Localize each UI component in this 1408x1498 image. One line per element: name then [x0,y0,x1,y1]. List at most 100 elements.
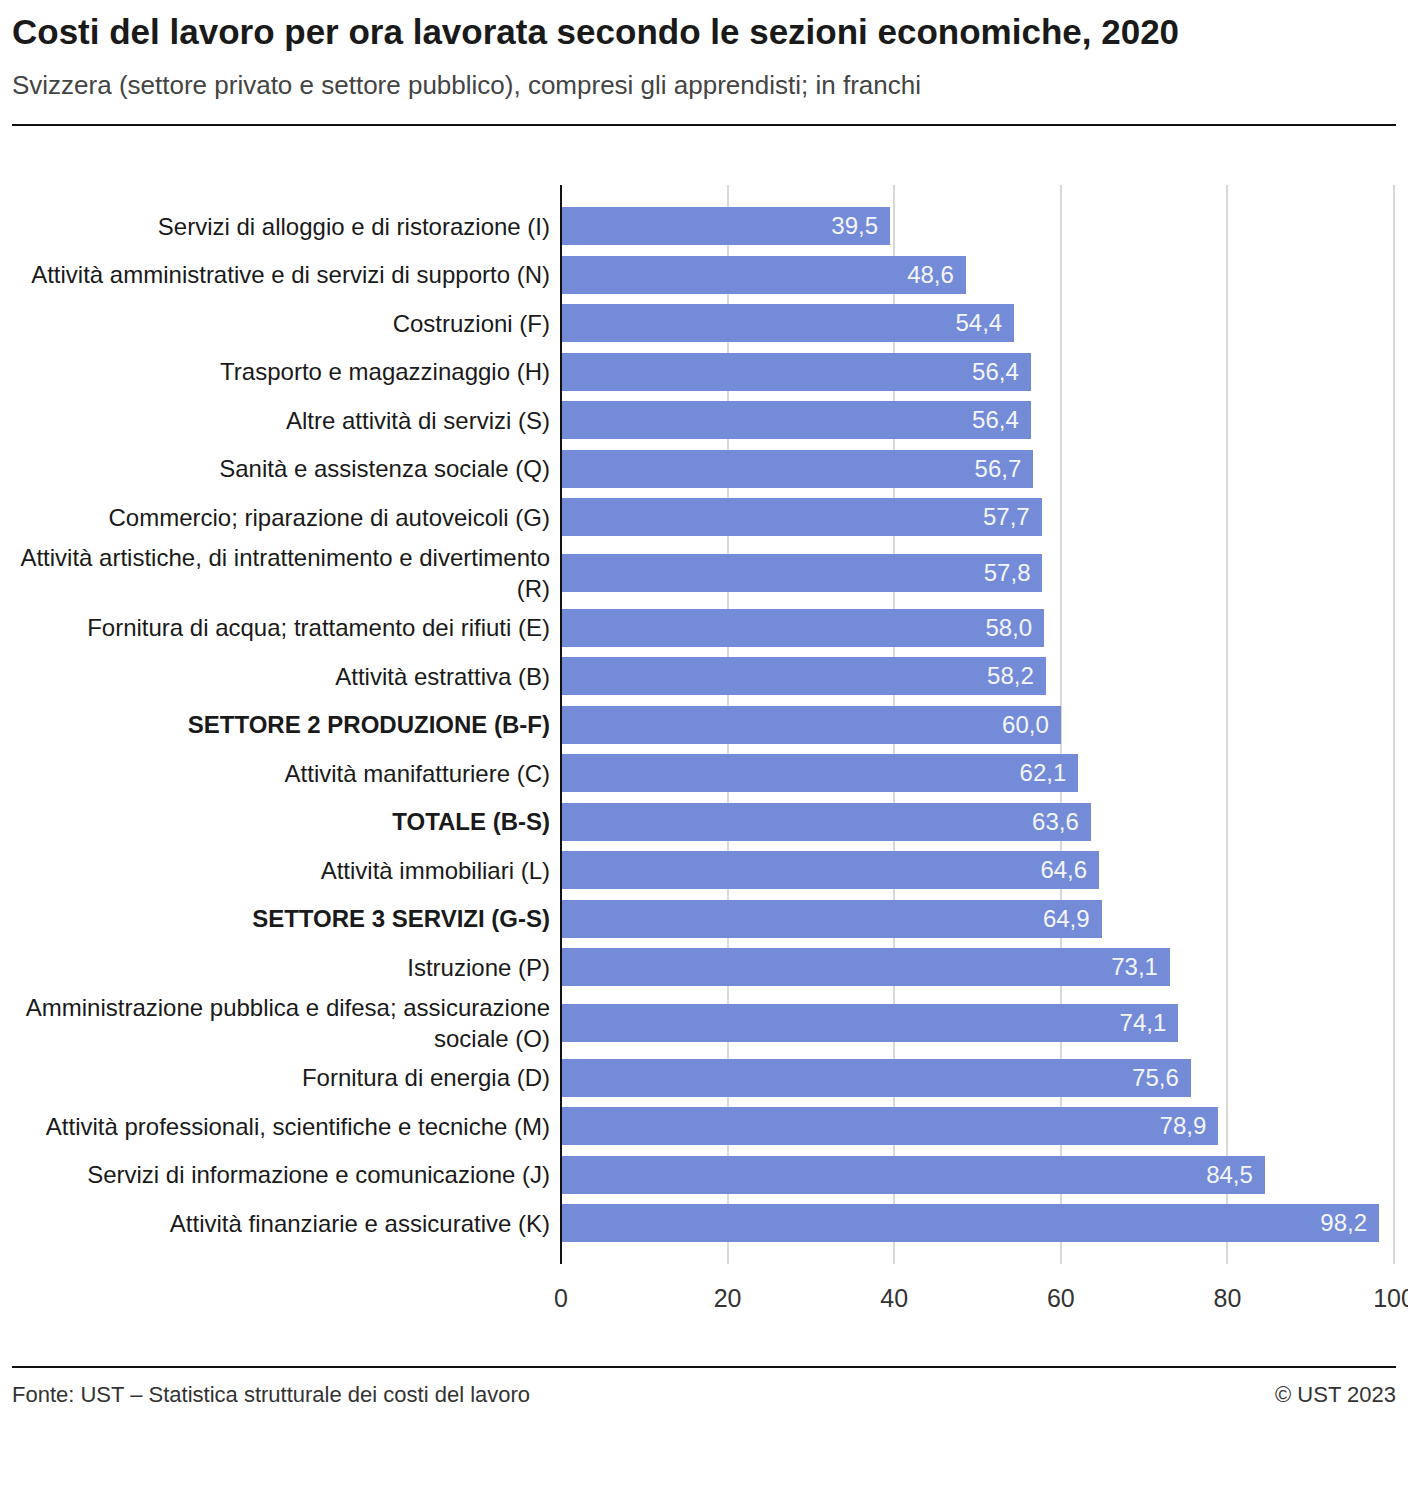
category-label: Attività finanziarie e assicurative (K) [0,1208,561,1239]
data-label: 48,6 [907,260,954,290]
tick-label: 60 [1011,1284,1111,1313]
data-label: 58,2 [987,661,1034,691]
bar [561,304,1014,342]
bar-clip [561,1199,1394,1248]
bar [561,1204,1379,1242]
data-label: 54,4 [955,308,1002,338]
category-label: SETTORE 2 PRODUZIONE (B-F) [0,709,561,740]
row: Attività professionali, scientifiche e t… [0,1102,1408,1151]
row: Altre attività di servizi (S)56,4 [0,396,1408,445]
row: Attività manifatturiere (C) 62,1 [0,749,1408,798]
bar-clip [561,701,1394,750]
bar [561,1107,1218,1145]
bar [561,1004,1178,1042]
data-label: 56,4 [972,357,1019,387]
row: Attività estrattiva (B) 58,2 [0,652,1408,701]
bar-clip [561,542,1394,604]
row: Attività immobiliari (L)64,6 [0,846,1408,895]
bar-clip [561,992,1394,1054]
bar-clip [561,1054,1394,1103]
credit: © UST 2023 [1275,1382,1396,1408]
row: Servizi di informazione e comunicazione … [0,1151,1408,1200]
data-label: 60,0 [1002,710,1049,740]
bar [561,1059,1191,1097]
category-label: Costruzioni (F) [0,308,561,339]
category-label: Amministrazione pubblica e difesa; assic… [0,992,561,1054]
row: SETTORE 3 SERVIZI (G-S) 64,9 [0,895,1408,944]
data-label: 64,9 [1043,904,1090,934]
category-label: Trasporto e magazzinaggio (H) [0,356,561,387]
category-label: Fornitura di acqua; trattamento dei rifi… [0,612,561,643]
bar-clip [561,1102,1394,1151]
data-label: 56,7 [975,454,1022,484]
category-label: Attività professionali, scientifiche e t… [0,1111,561,1142]
plot-area: Servizi di alloggio e di ristorazione (I… [0,185,1408,1264]
title: Costi del lavoro per ora lavorata second… [12,12,1179,52]
tick-label: 0 [511,1284,611,1313]
bar [561,256,966,294]
data-label: 58,0 [985,613,1032,643]
row: Sanità e assistenza sociale (Q) 56,7 [0,445,1408,494]
category-label: Attività artistiche, di intrattenimento … [0,542,561,604]
bar-clip [561,798,1394,847]
bar [561,401,1031,439]
data-label: 73,1 [1111,952,1158,982]
data-label: 63,6 [1032,807,1079,837]
rows: Servizi di alloggio e di ristorazione (I… [0,185,1408,1264]
category-label: Attività manifatturiere (C) [0,758,561,789]
row: Fornitura di acqua; trattamento dei rifi… [0,604,1408,653]
bar-clip [561,749,1394,798]
row: Trasporto e magazzinaggio (H) 56,4 [0,348,1408,397]
bar-clip [561,604,1394,653]
bar [561,1156,1265,1194]
row: Attività amministrative e di servizi di … [0,251,1408,300]
category-label: Sanità e assistenza sociale (Q) [0,453,561,484]
row: Servizi di alloggio e di ristorazione (I… [0,202,1408,251]
data-label: 78,9 [1160,1111,1207,1141]
bar [561,706,1061,744]
category-label: Attività estrattiva (B) [0,661,561,692]
row: SETTORE 2 PRODUZIONE (B-F) 60,0 [0,701,1408,750]
bar-clip [561,652,1394,701]
bar [561,851,1099,889]
bar [561,754,1078,792]
category-label: Attività amministrative e di servizi di … [0,259,561,290]
bar-clip [561,493,1394,542]
bar-clip [561,895,1394,944]
tick-label: 40 [844,1284,944,1313]
bar-clip [561,1151,1394,1200]
header-rule [12,124,1396,126]
tick-label: 20 [678,1284,778,1313]
row: Fornitura di energia (D)75,6 [0,1054,1408,1103]
axis-line [560,185,562,1264]
category-label: Istruzione (P) [0,952,561,983]
category-label: SETTORE 3 SERVIZI (G-S) [0,903,561,934]
bar [561,803,1091,841]
data-label: 98,2 [1320,1208,1367,1238]
data-label: 74,1 [1120,1008,1167,1038]
footer-rule [12,1366,1396,1368]
row: Costruzioni (F) 54,4 [0,299,1408,348]
data-label: 84,5 [1206,1160,1253,1190]
category-label: Fornitura di energia (D) [0,1062,561,1093]
bar [561,900,1102,938]
category-label: Servizi di alloggio e di ristorazione (I… [0,211,561,242]
bar [561,554,1042,592]
data-label: 62,1 [1020,758,1067,788]
bar [561,450,1033,488]
bar-clip [561,846,1394,895]
row: Istruzione (P) 73,1 [0,943,1408,992]
row: Commercio; riparazione di autoveicoli (G… [0,493,1408,542]
category-label: Servizi di informazione e comunicazione … [0,1159,561,1190]
category-label: Commercio; riparazione di autoveicoli (G… [0,502,561,533]
bar [561,948,1170,986]
row: TOTALE (B-S) 63,6 [0,798,1408,847]
tick-label: 80 [1177,1284,1277,1313]
category-label: TOTALE (B-S) [0,806,561,837]
bar [561,353,1031,391]
bar-clip [561,202,1394,251]
data-label: 57,7 [983,502,1030,532]
data-label: 56,4 [972,405,1019,435]
category-label: Attività immobiliari (L) [0,855,561,886]
subtitle: Svizzera (settore privato e settore pubb… [12,70,921,101]
